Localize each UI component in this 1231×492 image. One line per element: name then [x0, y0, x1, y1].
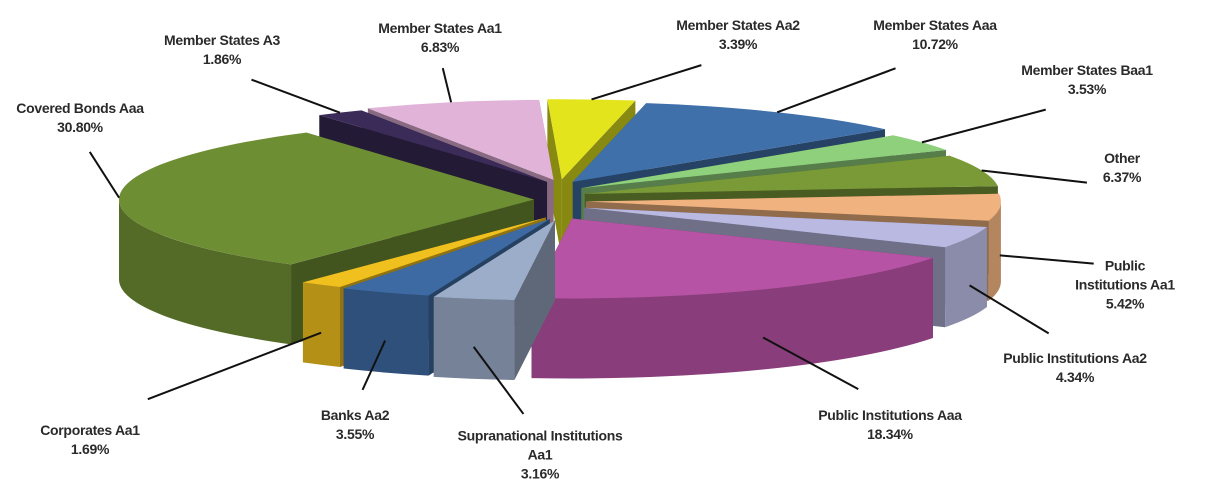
slice-top [302, 217, 546, 287]
leader-line [762, 336, 859, 390]
slice-side [343, 288, 429, 376]
slice-top [319, 110, 548, 182]
slice-side [945, 226, 987, 328]
slice-name: Public Institutions Aa1 [1075, 257, 1175, 293]
slice-side [119, 199, 292, 345]
leader-line [591, 64, 702, 101]
slice-side [302, 282, 340, 367]
leader-line [441, 67, 453, 103]
slice-top [531, 218, 933, 299]
slice-name: Member States Aa1 [378, 20, 502, 36]
slice-name: Member States A3 [163, 32, 281, 48]
slice-value: 4.34% [1055, 369, 1095, 385]
leader-line [981, 169, 1088, 184]
leader-line [999, 254, 1094, 265]
slice-value: 1.86% [202, 51, 242, 67]
slice-label: Member States Aa1 6.83% [378, 19, 502, 57]
slice-label: Corporates Aa1 1.69% [40, 421, 140, 459]
slice-label: Supranational Institutions Aa1 3.16% [445, 427, 635, 484]
slice-label: Banks Aa2 3.55% [320, 406, 390, 444]
slice-side [433, 296, 515, 381]
slice-label: Public Institutions Aa2 4.34% [1003, 349, 1147, 387]
slice [433, 220, 555, 381]
slice-value: 30.80% [57, 119, 103, 135]
slice-name: Member States Aaa [873, 17, 997, 33]
slice-top [572, 103, 886, 182]
slice-value: 3.53% [1067, 81, 1107, 97]
slice-label: Covered Bonds Aaa 30.80% [16, 99, 144, 137]
slice-top [343, 219, 550, 296]
slice-name: Banks Aa2 [320, 407, 390, 423]
slice-side [988, 201, 1001, 301]
slice-cut-face [547, 99, 562, 260]
slice-top [585, 193, 1001, 221]
slice-name: Corporates Aa1 [40, 422, 140, 438]
slice-value: 5.42% [1105, 295, 1145, 312]
leader-line [88, 151, 120, 199]
slice-name: Public Institutions Aa2 [1003, 350, 1147, 366]
leader-line [147, 331, 322, 401]
slice-value: 10.72% [912, 36, 958, 52]
slice-name: Public Institutions Aaa [818, 407, 962, 423]
slice-label: Other 6.37% [1102, 149, 1142, 187]
slice-value: 3.55% [335, 426, 375, 442]
slice-label: Member States Aaa 10.72% [873, 16, 997, 54]
leader-line [251, 78, 341, 114]
leader-line [921, 108, 1046, 144]
slice-side [531, 257, 933, 379]
slice-name: Member States Baa1 [1021, 62, 1153, 78]
slice-value: 3.39% [718, 36, 758, 52]
slice-name: Supranational Institutions Aa1 [457, 427, 623, 463]
slice-label: Public Institutions Aaa 18.34% [818, 406, 962, 444]
slice-name: Member States Aa2 [676, 17, 800, 33]
slice-label: Member States A3 1.86% [164, 31, 280, 69]
slice-top [119, 132, 535, 265]
slice-label: Public Institutions Aa1 5.42% [1072, 257, 1178, 314]
slice-label: Member States Aa2 3.39% [676, 16, 800, 54]
slice-top [581, 135, 947, 189]
slice-top [584, 207, 987, 248]
slice [531, 218, 933, 379]
slice-name: Covered Bonds Aaa [16, 100, 144, 116]
slice-value: 3.16% [520, 465, 560, 482]
slice-name: Other [1104, 150, 1140, 166]
slice-value: 18.34% [867, 426, 913, 442]
slice-top [584, 155, 998, 194]
slice-label: Member States Baa1 3.53% [1021, 61, 1153, 99]
slice-value: 1.69% [70, 441, 110, 457]
slice-value: 6.83% [420, 39, 460, 55]
leader-line [776, 67, 896, 114]
slice-top [433, 220, 555, 301]
leader-line [472, 346, 525, 415]
slice-value: 6.37% [1102, 169, 1142, 185]
leader-line [361, 340, 387, 391]
leader-line [969, 284, 1050, 335]
slice-top [547, 99, 636, 180]
slice-top [367, 99, 554, 180]
